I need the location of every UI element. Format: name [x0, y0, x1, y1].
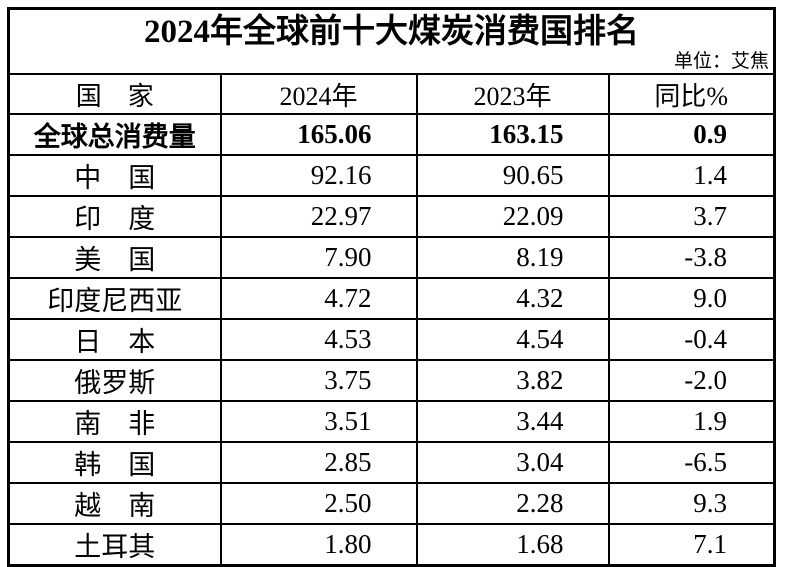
value-2023-cell: 3.04: [415, 441, 610, 485]
value-2024-cell: 2.50: [219, 482, 418, 526]
table-row-russia: 俄罗斯 3.75 3.82 -2.0: [7, 359, 776, 403]
value-2024-cell: 165.06: [219, 113, 418, 157]
header-2024: 2024年: [219, 73, 418, 116]
yoy-cell: -3.8: [607, 236, 776, 280]
country-cell: 美 国: [7, 236, 222, 280]
table-row-vietnam: 越 南 2.50 2.28 9.3: [7, 482, 776, 526]
table-row-indonesia: 印度尼西亚 4.72 4.32 9.0: [7, 277, 776, 321]
country-cell: 日 本: [7, 318, 222, 362]
table-row-south-korea: 韩 国 2.85 3.04 -6.5: [7, 441, 776, 485]
title-cell: 2024年全球前十大煤炭消费国排名 单位：艾焦: [7, 7, 776, 76]
value-2024-cell: 4.72: [219, 277, 418, 321]
yoy-cell: 9.0: [607, 277, 776, 321]
yoy-cell: 9.3: [607, 482, 776, 526]
value-2023-cell: 4.54: [415, 318, 610, 362]
page-title: 2024年全球前十大煤炭消费国排名: [144, 14, 639, 50]
value-2023-cell: 163.15: [415, 113, 610, 157]
country-cell: 中 国: [7, 154, 222, 198]
value-2024-cell: 7.90: [219, 236, 418, 280]
yoy-cell: -6.5: [607, 441, 776, 485]
country-cell: 韩 国: [7, 441, 222, 485]
header-yoy: 同比%: [607, 73, 776, 116]
table-row-turkey: 土耳其 1.80 1.68 7.1: [7, 523, 776, 567]
value-2023-cell: 4.32: [415, 277, 610, 321]
value-2023-cell: 2.28: [415, 482, 610, 526]
header-country: 国 家: [7, 73, 222, 116]
yoy-cell: 0.9: [607, 113, 776, 157]
yoy-cell: -2.0: [607, 359, 776, 403]
value-2023-cell: 8.19: [415, 236, 610, 280]
country-cell: 南 非: [7, 400, 222, 444]
title-row: 2024年全球前十大煤炭消费国排名 单位：艾焦: [7, 7, 776, 76]
value-2024-cell: 3.75: [219, 359, 418, 403]
country-cell: 印度尼西亚: [7, 277, 222, 321]
coal-consumption-ranking-table: 2024年全球前十大煤炭消费国排名 单位：艾焦 国 家 2024年 2023年 …: [7, 7, 776, 567]
table-row-south-africa: 南 非 3.51 3.44 1.9: [7, 400, 776, 444]
yoy-cell: 3.7: [607, 195, 776, 239]
value-2024-cell: 92.16: [219, 154, 418, 198]
value-2023-cell: 3.82: [415, 359, 610, 403]
value-2024-cell: 1.80: [219, 523, 418, 567]
value-2023-cell: 3.44: [415, 400, 610, 444]
country-cell: 印 度: [7, 195, 222, 239]
value-2023-cell: 1.68: [415, 523, 610, 567]
value-2024-cell: 3.51: [219, 400, 418, 444]
yoy-cell: 1.9: [607, 400, 776, 444]
table-row-china: 中 国 92.16 90.65 1.4: [7, 154, 776, 198]
value-2024-cell: 22.97: [219, 195, 418, 239]
value-2023-cell: 90.65: [415, 154, 610, 198]
unit-note: 单位：艾焦: [673, 51, 769, 73]
table-row-india: 印 度 22.97 22.09 3.7: [7, 195, 776, 239]
value-2024-cell: 2.85: [219, 441, 418, 485]
country-cell: 全球总消费量: [7, 113, 222, 157]
value-2023-cell: 22.09: [415, 195, 610, 239]
header-2023: 2023年: [415, 73, 610, 116]
country-cell: 土耳其: [7, 523, 222, 567]
yoy-cell: 1.4: [607, 154, 776, 198]
header-row: 国 家 2024年 2023年 同比%: [7, 73, 776, 116]
yoy-cell: -0.4: [607, 318, 776, 362]
table-row-global-total: 全球总消费量 165.06 163.15 0.9: [7, 113, 776, 157]
table-row-usa: 美 国 7.90 8.19 -3.8: [7, 236, 776, 280]
table-row-japan: 日 本 4.53 4.54 -0.4: [7, 318, 776, 362]
yoy-cell: 7.1: [607, 523, 776, 567]
value-2024-cell: 4.53: [219, 318, 418, 362]
country-cell: 俄罗斯: [7, 359, 222, 403]
country-cell: 越 南: [7, 482, 222, 526]
